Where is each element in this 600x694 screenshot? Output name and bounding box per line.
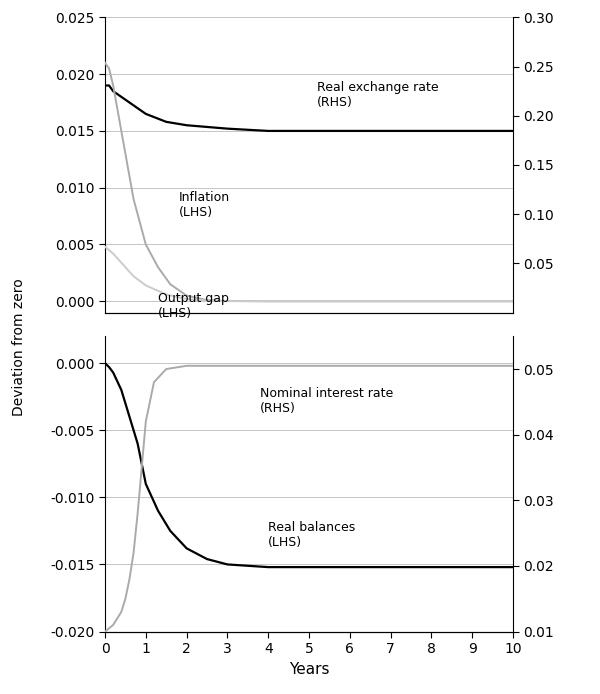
Text: Real exchange rate
(RHS): Real exchange rate (RHS)	[317, 81, 439, 108]
Text: Deviation from zero: Deviation from zero	[12, 278, 26, 416]
X-axis label: Years: Years	[289, 661, 329, 677]
Text: Nominal interest rate
(RHS): Nominal interest rate (RHS)	[260, 387, 393, 415]
Text: Output gap
(LHS): Output gap (LHS)	[158, 292, 229, 321]
Text: Real balances
(LHS): Real balances (LHS)	[268, 521, 355, 549]
Text: Inflation
(LHS): Inflation (LHS)	[178, 191, 230, 219]
